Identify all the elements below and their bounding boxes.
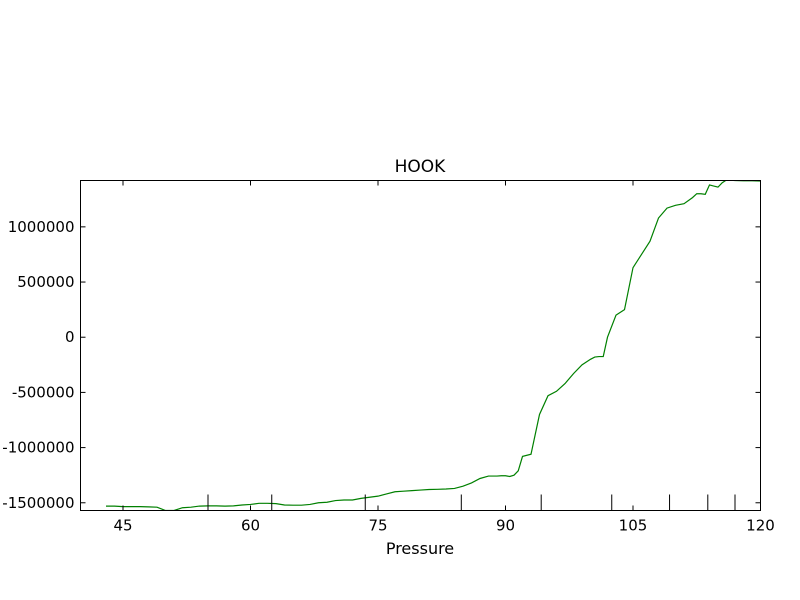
y-tick-label: -1000000 [2, 439, 74, 457]
tick-labels: 45 60 75 90 105 120 1000000 500000 0 -500000 -1000… [2, 218, 775, 535]
x-tick-label: 105 [619, 517, 648, 535]
y-tick-label: -1500000 [2, 494, 74, 512]
x-tick-label: 60 [241, 517, 260, 535]
x-tick-label: 45 [113, 517, 132, 535]
series-line-hook [106, 180, 761, 511]
x-tick-label: 75 [368, 517, 387, 535]
rug-marks [207, 494, 736, 511]
plot-frame [80, 180, 761, 511]
y-tick-label: -500000 [12, 383, 75, 401]
x-tick-label: 120 [746, 517, 775, 535]
y-tick-label: 500000 [17, 273, 74, 291]
y-tick-label: 1000000 [8, 218, 75, 236]
x-tick-label: 90 [496, 517, 515, 535]
y-tick-label: 0 [65, 328, 75, 346]
plot-area [106, 180, 761, 511]
axis-ticks [80, 180, 761, 511]
x-axis-label: Pressure [386, 539, 454, 558]
chart-title: HOOK [395, 157, 447, 177]
